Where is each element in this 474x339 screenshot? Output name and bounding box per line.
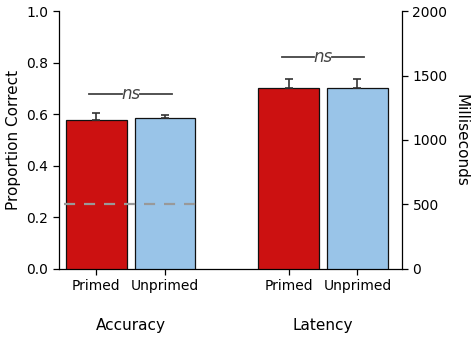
Text: Latency: Latency (293, 318, 353, 333)
Y-axis label: Proportion Correct: Proportion Correct (6, 70, 20, 210)
Bar (327, 88, 388, 269)
Bar (66, 120, 127, 269)
Text: ns: ns (313, 48, 333, 66)
Text: Accuracy: Accuracy (96, 318, 166, 333)
Bar (135, 118, 195, 269)
Bar (258, 88, 319, 269)
Y-axis label: Milliseconds: Milliseconds (454, 94, 468, 186)
Text: ns: ns (121, 84, 140, 103)
